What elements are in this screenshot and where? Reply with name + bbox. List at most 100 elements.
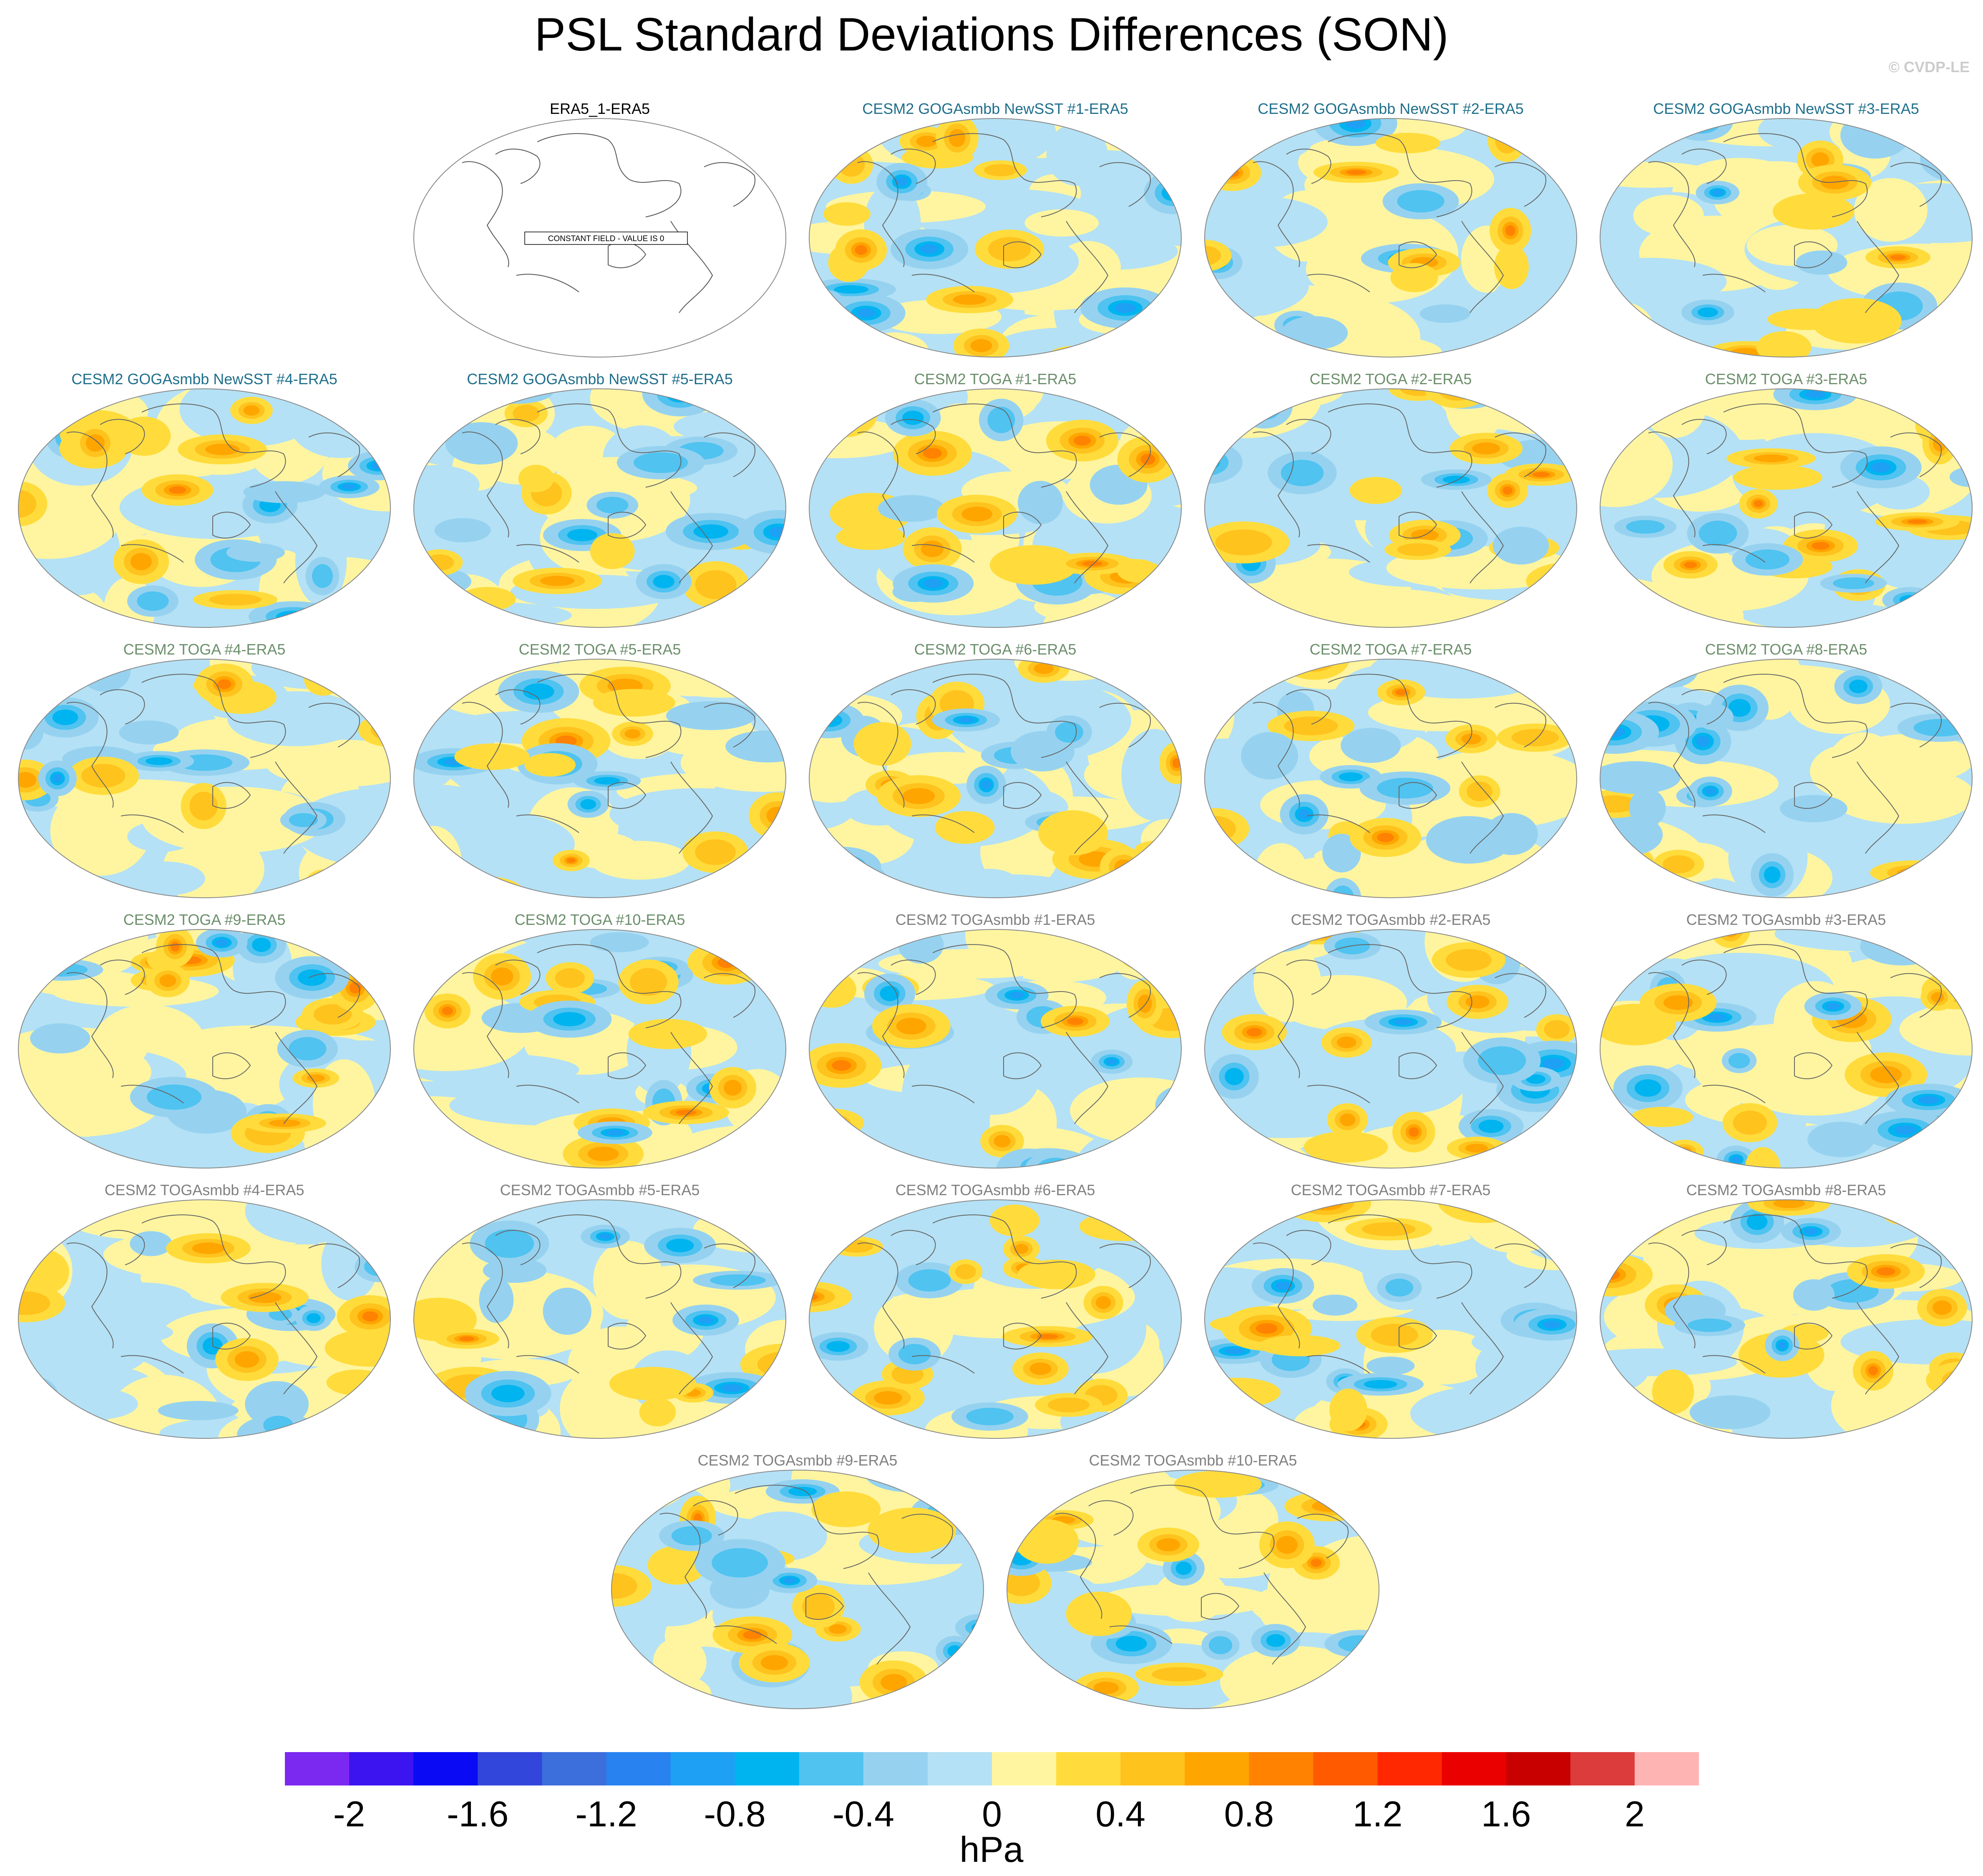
- coastline: [1286, 149, 1331, 184]
- colorbar-swatch: [606, 1752, 671, 1785]
- robinson-map: CONSTANT FIELD - VALUE IS 0: [413, 118, 786, 358]
- robinson-map: [413, 1199, 786, 1439]
- robinson-map: [1600, 929, 1973, 1168]
- coastline: [1066, 1032, 1109, 1124]
- coastline: [857, 1242, 905, 1349]
- coastline: [608, 1322, 647, 1350]
- psl-difference-field: [809, 659, 1181, 898]
- map-outline: [1204, 388, 1577, 628]
- coastline: [1794, 241, 1833, 268]
- coastline: [932, 403, 1077, 488]
- colorbar-swatch: [1442, 1752, 1507, 1785]
- coastline: [1099, 162, 1151, 207]
- coastline: [275, 1302, 318, 1395]
- coastline: [1297, 1513, 1349, 1559]
- coastline: [1399, 782, 1437, 809]
- coastline: [1286, 959, 1331, 995]
- panel-title: CESM2 TOGA #10-ERA5: [514, 911, 685, 928]
- map-outline: [611, 1470, 984, 1709]
- coastline: [1794, 511, 1833, 539]
- coastline: [1857, 491, 1900, 584]
- coastline: [1055, 1513, 1102, 1619]
- psl-difference-field: [1007, 1470, 1379, 1709]
- coastline: [857, 972, 905, 1078]
- coastline: [1681, 419, 1727, 454]
- panel-title: CESM2 TOGA #3-ERA5: [1705, 370, 1867, 388]
- coastline: [704, 973, 755, 1018]
- colorbar-tick-label: 0: [982, 1794, 1002, 1834]
- coastline: [1088, 1500, 1134, 1536]
- coastline: [121, 1355, 184, 1374]
- coastline: [1066, 221, 1109, 313]
- coastline: [1307, 1355, 1370, 1374]
- psl-difference-field: [1600, 118, 1972, 357]
- colorbar-tick-label: 1.2: [1352, 1794, 1403, 1834]
- coastline: [693, 1500, 738, 1536]
- map-panel: CESM2 TOGAsmbb #8-ERA5: [1590, 1181, 1982, 1448]
- colorbar-swatch: [992, 1752, 1057, 1785]
- coastline: [1099, 1243, 1151, 1288]
- coastline: [1890, 162, 1942, 207]
- panel-title: CESM2 TOGAsmbb #1-ERA5: [895, 911, 1095, 928]
- map-outline: [18, 1199, 391, 1439]
- map-outline: [413, 659, 786, 898]
- coastline: [537, 1214, 682, 1299]
- coastline: [857, 702, 905, 808]
- coastline: [1099, 703, 1151, 748]
- coastline: [1681, 1230, 1727, 1265]
- colorbar-tick-label: 2: [1624, 1794, 1645, 1834]
- coastline: [805, 1593, 844, 1620]
- coastline: [704, 162, 755, 207]
- colorbar-swatch: [349, 1752, 414, 1785]
- panel-title: CESM2 TOGAsmbb #4-ERA5: [104, 1181, 304, 1199]
- coastline: [308, 1243, 360, 1288]
- coastline: [659, 1513, 707, 1619]
- coastline: [1253, 702, 1300, 808]
- coastline: [1099, 432, 1151, 477]
- coastline: [537, 133, 682, 217]
- map-panel: ERA5_1-ERA5 CONSTANT FIELD - VALUE IS 0: [404, 100, 796, 367]
- coastline: [608, 1052, 647, 1079]
- map-panel: CESM2 TOGAsmbb #2-ERA5: [1195, 911, 1587, 1178]
- coastline: [1307, 274, 1370, 292]
- colorbar-swatch: [1120, 1752, 1185, 1785]
- coastline: [121, 544, 184, 563]
- coastline: [1461, 1032, 1504, 1124]
- coastline: [714, 1625, 777, 1644]
- coastline: [735, 1485, 879, 1569]
- coastline: [1099, 973, 1151, 1018]
- coastline: [1286, 689, 1331, 725]
- colorbar-ticks: -2 -1.6 -1.2 -0.8 -0.4 0 0.4 0.8 1.2 1.6 2: [0, 1794, 1983, 1836]
- coastline: [462, 702, 509, 808]
- coastline: [495, 959, 541, 995]
- coastline: [308, 703, 360, 748]
- map-outline: [413, 388, 786, 628]
- coastline: [1399, 1052, 1437, 1079]
- robinson-map: [1600, 659, 1973, 898]
- robinson-map: [18, 1199, 391, 1439]
- map-outline: [413, 118, 786, 358]
- coastline: [1461, 761, 1504, 854]
- colorbar-swatch: [1185, 1752, 1249, 1785]
- colorbar-swatch: [1377, 1752, 1442, 1785]
- coastline: [670, 491, 713, 584]
- map-outline: [809, 388, 1182, 628]
- map-panel: CESM2 GOGAsmbb NewSST #4-ERA5: [8, 370, 400, 637]
- coastline: [1328, 1214, 1472, 1299]
- coastline: [1681, 149, 1727, 184]
- watermark: © CVDP-LE: [1888, 58, 1970, 76]
- robinson-map: [1600, 388, 1973, 628]
- robinson-map: [809, 118, 1182, 358]
- coastline: [1399, 1322, 1437, 1350]
- robinson-map: [1007, 1470, 1379, 1709]
- figure-title: PSL Standard Deviations Differences (SON…: [534, 8, 1449, 60]
- coastline: [704, 703, 755, 748]
- robinson-map: [1204, 118, 1577, 358]
- coastline: [1723, 1214, 1868, 1299]
- coastline: [1794, 782, 1833, 809]
- coastline: [212, 782, 251, 809]
- coastline: [1328, 403, 1472, 488]
- map-panel: CESM2 TOGA #9-ERA5: [8, 911, 400, 1178]
- coastline: [1003, 782, 1042, 809]
- map-panel: CESM2 TOGAsmbb #1-ERA5: [799, 911, 1191, 1178]
